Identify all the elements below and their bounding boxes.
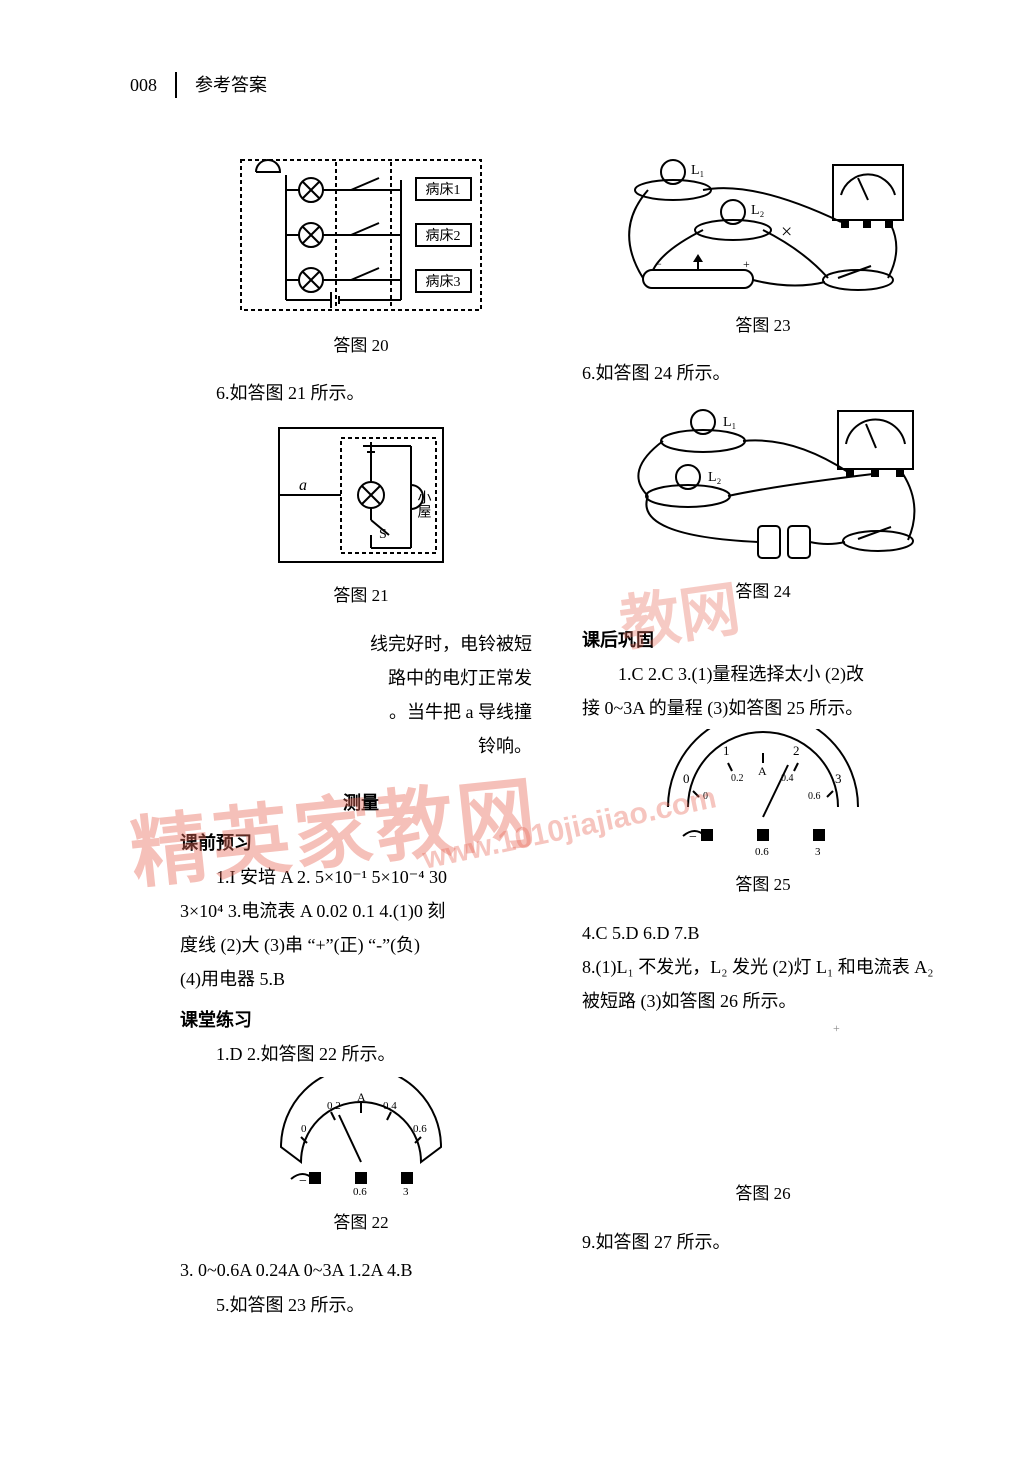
circuit-20-svg: 病床1 病床2 病床3 [231, 150, 491, 320]
figure-26: + [633, 1018, 893, 1168]
svg-text:a: a [299, 477, 307, 494]
figure-23: L₁ L₂ −+ [603, 150, 923, 300]
circuit-26-svg: + [633, 1018, 893, 1168]
svg-text:+: + [833, 1021, 840, 1035]
svg-text:0: 0 [301, 1123, 307, 1135]
circuit-23-svg: L₁ L₂ −+ [603, 150, 923, 300]
figure-21-caption: 答图 21 [180, 580, 542, 612]
figure-22-caption: 答图 22 [180, 1207, 542, 1239]
svg-text:L₁: L₁ [691, 163, 704, 178]
prestudy-l1: 3×10⁴ 3.电流表 A 0.02 0.1 4.(1)0 刻 [180, 894, 542, 928]
ammeter-25-svg: 0 1 2 3 0 0.2 A 0.4 0.6 − 0.6 3 [643, 729, 883, 859]
figure-22: 0 0.2 A 0.4 0.6 − 0.6 3 [261, 1077, 461, 1197]
circuit-24-svg: L₁ L₂ [593, 396, 933, 566]
svg-text:病床3: 病床3 [426, 274, 461, 290]
page-number: 008 [130, 68, 157, 102]
figure-20-caption: 答图 20 [180, 330, 542, 362]
svg-text:0: 0 [683, 771, 690, 786]
svg-text:小屋: 小屋 [416, 490, 432, 519]
para-line-0: 线完好时，电铃被短 [180, 627, 532, 661]
svg-text:0.6: 0.6 [755, 846, 769, 858]
svg-text:A: A [357, 1090, 366, 1104]
svg-text:L₂: L₂ [751, 203, 765, 218]
para-line-1: 路中的电灯正常发 [180, 661, 532, 695]
svg-text:2: 2 [793, 743, 800, 758]
svg-text:A: A [758, 764, 767, 778]
measure-title: 测量 [343, 793, 379, 813]
svg-text:×: × [781, 221, 792, 243]
practice-heading: 课堂练习 [180, 1003, 542, 1037]
figure-20: 病床1 病床2 病床3 [231, 150, 491, 320]
line-8a: 8.(1)L₁ 不发光，L₂ 发光 (2)灯 L₁ 和电流表 A₂ [582, 950, 944, 984]
practice-l3: 3. 0~0.6A 0.24A 0~3A 1.2A 4.B [180, 1253, 542, 1287]
para-line-3: 铃响。 [180, 729, 532, 763]
svg-text:+: + [743, 257, 750, 271]
svg-text:0.4: 0.4 [781, 773, 794, 784]
svg-text:3: 3 [815, 846, 821, 858]
svg-text:0: 0 [703, 791, 708, 802]
header-divider [175, 72, 177, 98]
svg-text:3: 3 [835, 771, 842, 786]
svg-text:3: 3 [403, 1186, 409, 1197]
para-line-2: 。当牛把 a 导线撞 [180, 695, 532, 729]
figure-24-caption: 答图 24 [582, 576, 944, 608]
svg-text:0.2: 0.2 [731, 773, 744, 784]
prestudy-l2: 度线 (2)大 (3)串 “+”(正) “-”(负) [180, 928, 542, 962]
svg-text:0.4: 0.4 [383, 1100, 397, 1112]
figure-26-caption: 答图 26 [582, 1178, 944, 1210]
right-column: L₁ L₂ −+ [582, 150, 944, 1322]
line-8b: 被短路 (3)如答图 26 所示。 [582, 984, 944, 1018]
page-header: 008 参考答案 [130, 68, 267, 102]
svg-text:病床2: 病床2 [426, 228, 461, 244]
cons-l2: 接 0~3A 的量程 (3)如答图 25 所示。 [582, 691, 944, 725]
ammeter-22-svg: 0 0.2 A 0.4 0.6 − 0.6 3 [261, 1077, 461, 1197]
prestudy-l0: 1.I 安培 A 2. 5×10⁻¹ 5×10⁻⁴ 30 [180, 860, 542, 894]
svg-text:L₂: L₂ [708, 470, 722, 485]
line-9: 9.如答图 27 所示。 [582, 1225, 944, 1259]
svg-text:0.6: 0.6 [808, 791, 821, 802]
practice-l5: 5.如答图 23 所示。 [180, 1288, 542, 1322]
left-line-6: 6.如答图 21 所示。 [180, 376, 542, 410]
consolidate-heading: 课后巩固 [582, 623, 944, 657]
page-title: 参考答案 [195, 68, 267, 102]
svg-text:0.6: 0.6 [413, 1123, 427, 1135]
prestudy-heading: 课前预习 [180, 826, 542, 860]
figure-21: a S 小屋 [271, 420, 451, 570]
svg-text:0.6: 0.6 [353, 1186, 367, 1197]
line-4-7: 4.C 5.D 6.D 7.B [582, 916, 944, 950]
right-line-6: 6.如答图 24 所示。 [582, 356, 944, 390]
content-columns: 病床1 病床2 病床3 答图 20 6.如答图 21 所示。 [180, 150, 944, 1322]
svg-text:病床1: 病床1 [426, 182, 461, 198]
left-paragraph: 线完好时，电铃被短 路中的电灯正常发 。当牛把 a 导线撞 铃响。 [180, 627, 542, 764]
figure-24: L₁ L₂ [593, 396, 933, 566]
svg-text:−: − [299, 1174, 307, 1189]
cons-l1: 1.C 2.C 3.(1)量程选择太小 (2)改 [582, 657, 944, 691]
figure-25: 0 1 2 3 0 0.2 A 0.4 0.6 − 0.6 3 [643, 729, 883, 859]
svg-text:1: 1 [723, 743, 730, 758]
figure-25-caption: 答图 25 [582, 869, 944, 901]
svg-text:L₁: L₁ [723, 415, 736, 430]
prestudy-l3: (4)用电器 5.B [180, 962, 542, 996]
figure-23-caption: 答图 23 [582, 310, 944, 342]
svg-text:S: S [379, 527, 387, 542]
practice-l1: 1.D 2.如答图 22 所示。 [180, 1037, 542, 1071]
svg-text:0.2: 0.2 [327, 1100, 341, 1112]
circuit-21-svg: a S 小屋 [271, 420, 451, 570]
left-column: 病床1 病床2 病床3 答图 20 6.如答图 21 所示。 [180, 150, 542, 1322]
